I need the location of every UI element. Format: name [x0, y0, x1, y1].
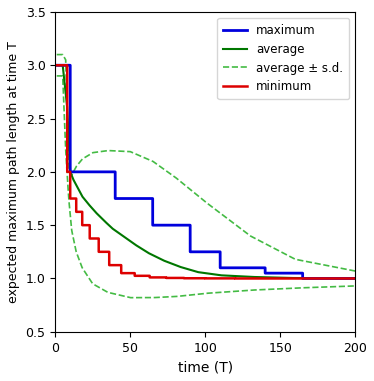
average	[73, 181, 77, 185]
average ± s.d.	[236, 224, 240, 229]
minimum	[65, 63, 70, 67]
minimum	[88, 223, 92, 227]
Y-axis label: expected maximum path length at time T: expected maximum path length at time T	[7, 41, 20, 303]
minimum	[65, 170, 70, 174]
minimum	[55, 63, 59, 67]
average	[228, 274, 232, 278]
Line: minimum: minimum	[57, 65, 355, 279]
maximum	[300, 271, 305, 275]
minimum	[147, 275, 152, 280]
maximum	[68, 170, 73, 174]
maximum	[263, 266, 267, 270]
maximum	[353, 276, 358, 281]
Legend: maximum, average, average ± s.d., minimum: maximum, average, average ± s.d., minimu…	[217, 18, 349, 99]
average ± s.d.	[73, 166, 77, 171]
minimum	[182, 275, 186, 280]
minimum	[107, 263, 111, 267]
Line: average: average	[57, 65, 355, 279]
maximum	[300, 276, 305, 281]
minimum	[233, 276, 237, 281]
minimum	[74, 210, 79, 214]
minimum	[96, 250, 101, 254]
minimum	[203, 276, 208, 281]
average	[245, 274, 249, 279]
minimum	[353, 276, 358, 281]
minimum	[147, 274, 152, 278]
maximum	[150, 223, 155, 227]
X-axis label: time (T): time (T)	[178, 360, 233, 374]
maximum	[263, 271, 267, 275]
minimum	[80, 223, 85, 227]
minimum	[88, 236, 92, 241]
maximum	[113, 170, 117, 174]
average ± s.d.	[55, 52, 59, 57]
minimum	[119, 263, 123, 267]
maximum	[68, 63, 73, 67]
maximum	[65, 63, 70, 67]
minimum	[270, 276, 275, 281]
maximum	[150, 196, 155, 201]
average ± s.d.	[228, 218, 232, 223]
maximum	[55, 63, 59, 67]
average	[55, 63, 59, 67]
minimum	[80, 210, 85, 214]
maximum	[218, 266, 223, 270]
average ± s.d.	[245, 231, 249, 235]
minimum	[270, 276, 275, 281]
minimum	[119, 271, 123, 275]
minimum	[96, 236, 101, 241]
maximum	[113, 196, 117, 201]
minimum	[74, 196, 79, 201]
average ± s.d.	[353, 269, 358, 273]
minimum	[233, 276, 237, 281]
minimum	[107, 250, 111, 254]
average	[353, 276, 358, 281]
minimum	[164, 275, 168, 280]
minimum	[203, 276, 208, 280]
maximum	[218, 250, 223, 254]
minimum	[132, 274, 137, 278]
maximum	[65, 63, 70, 67]
minimum	[164, 275, 168, 280]
average ± s.d.	[312, 261, 316, 265]
average ± s.d.	[281, 251, 285, 255]
average	[281, 275, 285, 280]
maximum	[188, 223, 192, 227]
minimum	[68, 170, 73, 174]
minimum	[132, 271, 137, 275]
minimum	[68, 196, 73, 201]
Line: average ± s.d.: average ± s.d.	[57, 54, 355, 271]
average	[236, 274, 240, 279]
minimum	[182, 276, 186, 280]
maximum	[188, 250, 193, 254]
average	[312, 276, 316, 280]
Line: maximum: maximum	[57, 65, 355, 279]
